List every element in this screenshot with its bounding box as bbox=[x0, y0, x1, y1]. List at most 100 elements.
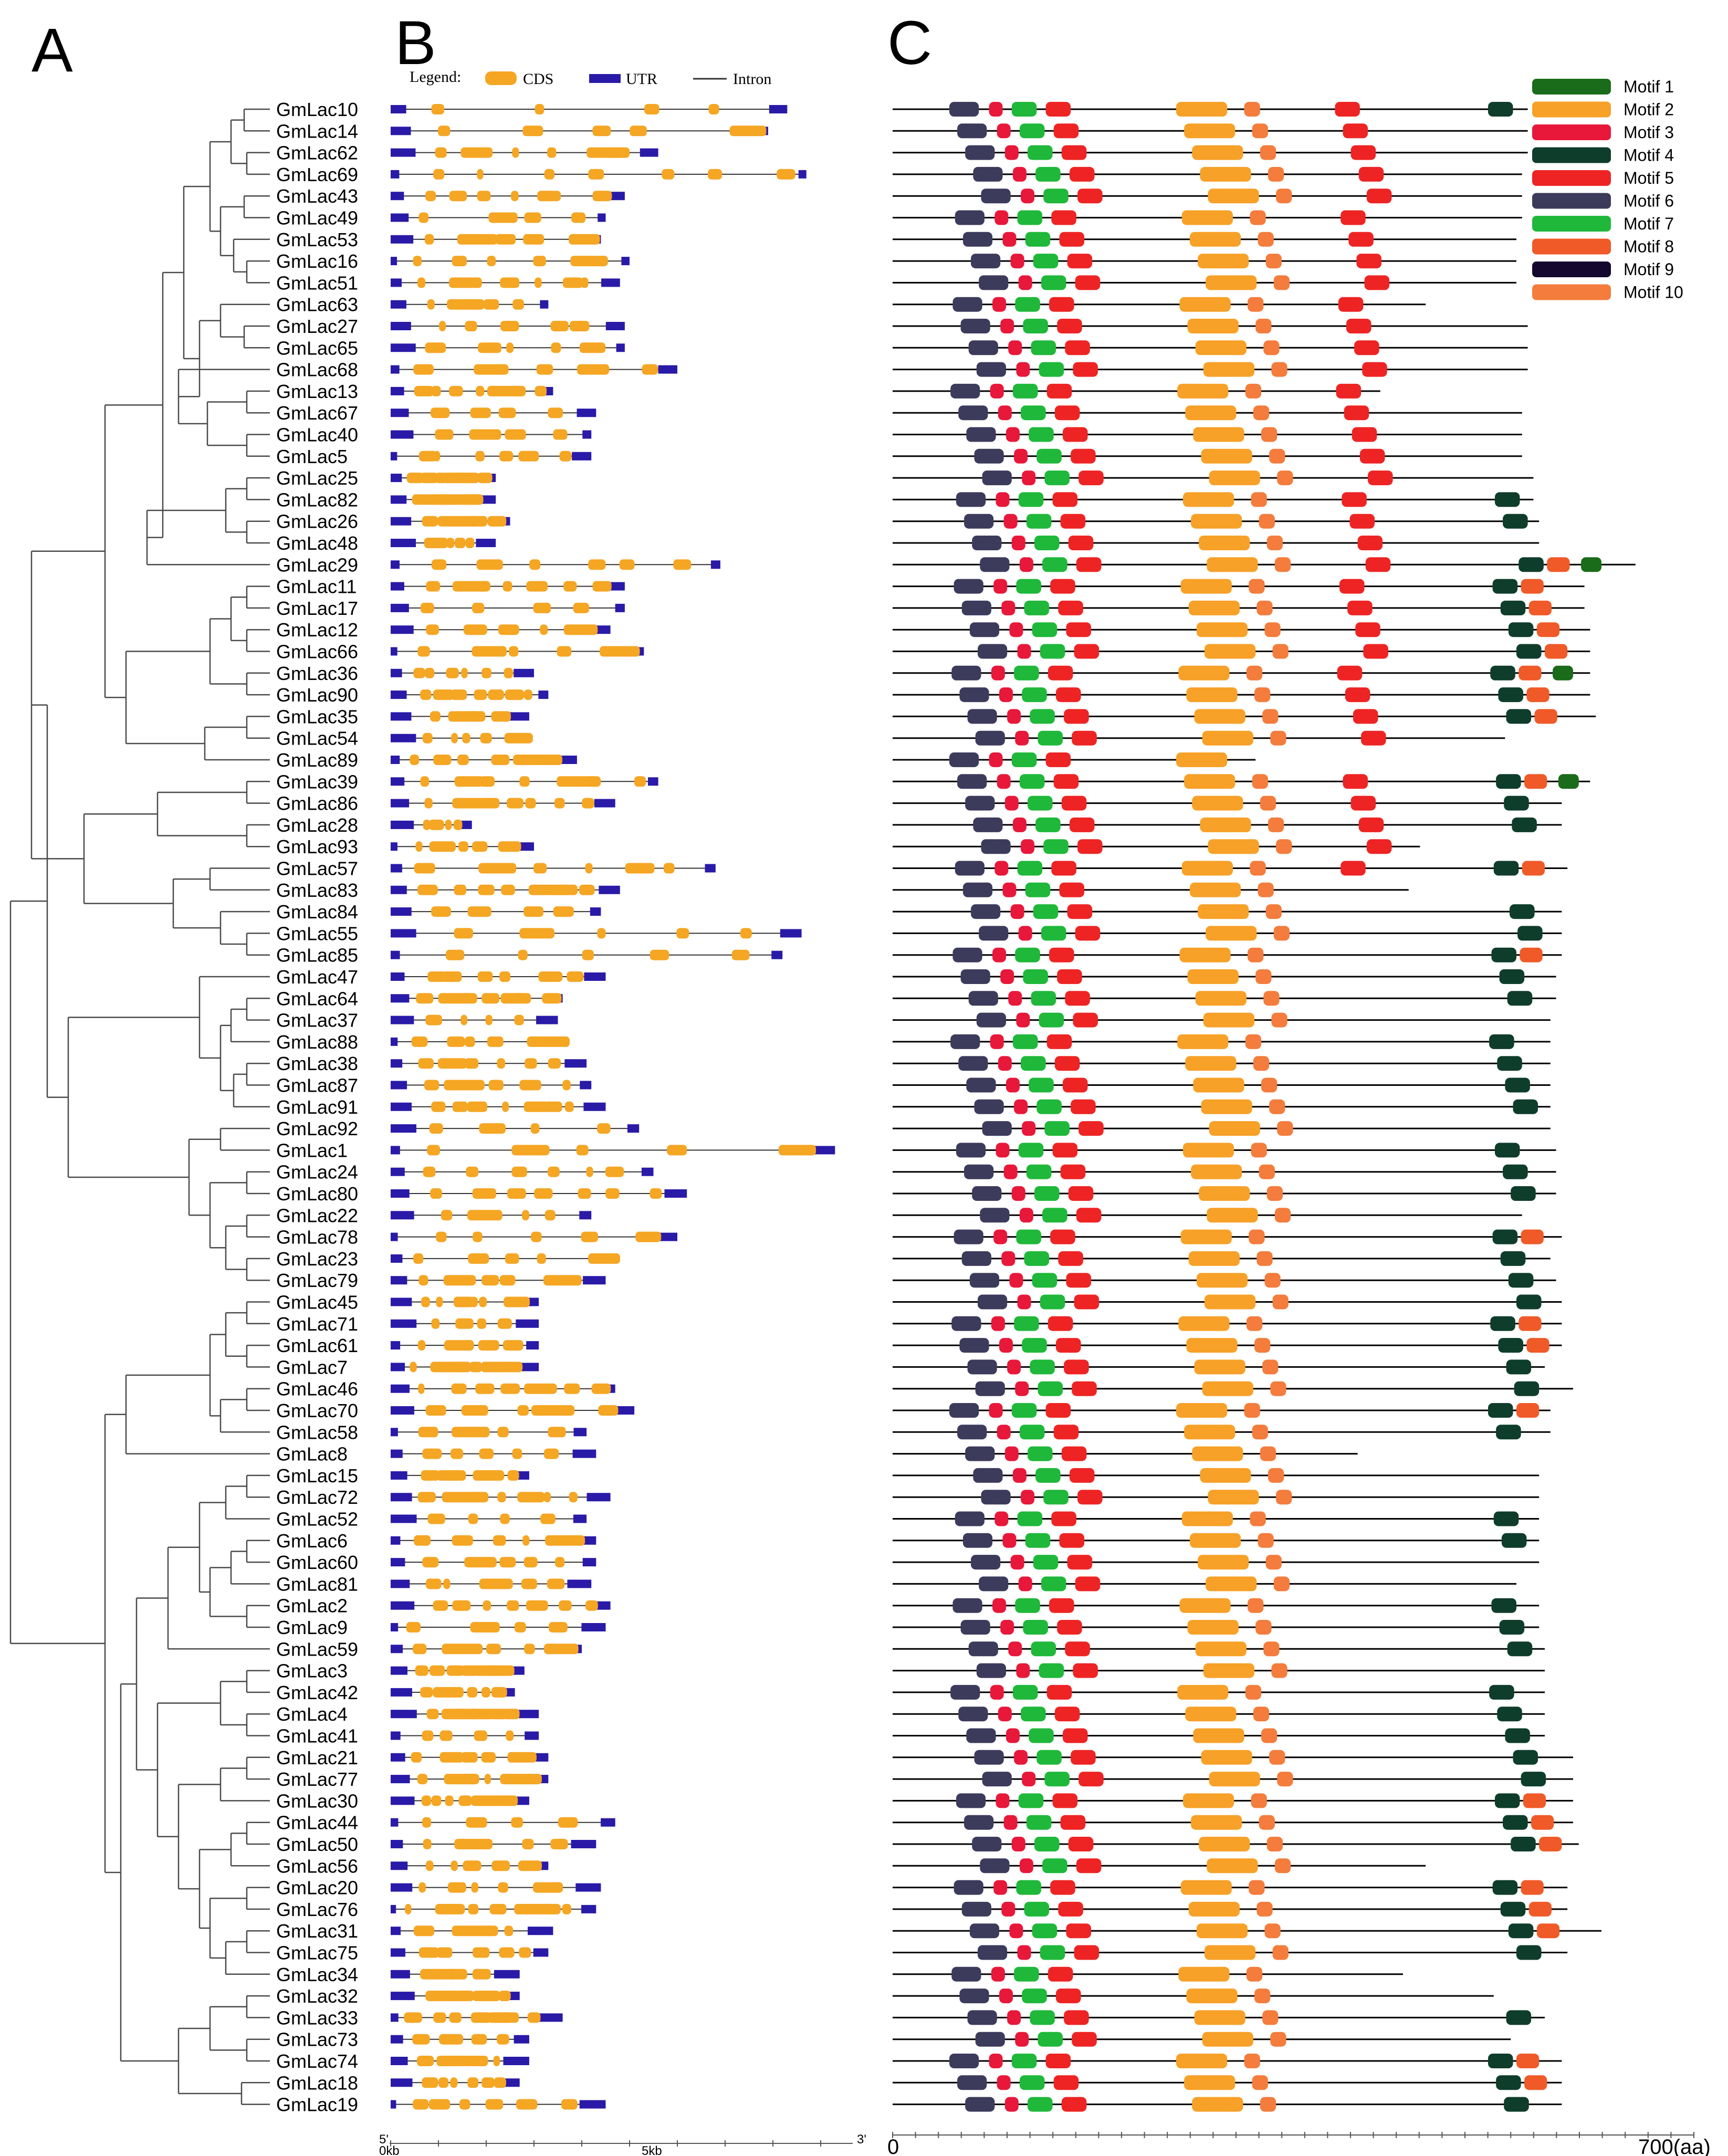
motif-box bbox=[1187, 1620, 1239, 1635]
motif-box bbox=[1039, 1663, 1064, 1678]
gene-structure-row bbox=[391, 1145, 835, 1156]
gene-label: GmLac72 bbox=[276, 1487, 358, 1508]
motif-box bbox=[1016, 1229, 1041, 1244]
cds-block bbox=[555, 1557, 565, 1568]
motif-box bbox=[1526, 1338, 1549, 1353]
motif-box bbox=[1516, 1945, 1542, 1960]
motif-box bbox=[1053, 123, 1079, 139]
gene-label: GmLac73 bbox=[276, 2029, 358, 2050]
motif-box bbox=[1067, 254, 1093, 269]
motif-box bbox=[1041, 1576, 1066, 1592]
motif-box bbox=[1521, 1772, 1546, 1787]
motif-box bbox=[952, 947, 982, 962]
motif-box bbox=[1061, 145, 1087, 160]
cds-block bbox=[529, 559, 541, 570]
motif-box bbox=[959, 1988, 989, 2004]
gene-label: GmLac8 bbox=[276, 1443, 348, 1465]
cds-block bbox=[510, 385, 522, 396]
motif-box bbox=[1011, 102, 1037, 117]
motif-box bbox=[958, 1056, 988, 1071]
axis-5kb: 5kb bbox=[642, 2144, 662, 2156]
motif-box bbox=[1193, 1077, 1244, 1093]
utr-block bbox=[571, 1840, 596, 1848]
gene-structure-row bbox=[391, 147, 658, 158]
cds-block bbox=[478, 1340, 499, 1351]
motif-legend-swatch bbox=[1532, 193, 1611, 209]
motif-box bbox=[1252, 2075, 1268, 2090]
motif-box bbox=[1524, 774, 1547, 789]
motif-box bbox=[1343, 774, 1368, 789]
cds-block bbox=[413, 667, 425, 678]
motif-box bbox=[1060, 1815, 1086, 1830]
cds-block bbox=[524, 1383, 557, 1394]
motif-box bbox=[1071, 448, 1096, 464]
motif-box bbox=[957, 774, 987, 789]
utr-block bbox=[391, 278, 402, 287]
gene-structure-row bbox=[391, 104, 788, 114]
cds-block bbox=[729, 125, 767, 137]
motif-box bbox=[998, 1707, 1012, 1722]
motif-box bbox=[1025, 882, 1051, 897]
motif-box bbox=[1193, 1728, 1244, 1743]
utr-block bbox=[391, 1970, 410, 1979]
cds-block bbox=[436, 1231, 447, 1242]
cds-block bbox=[563, 1275, 573, 1286]
motif-box bbox=[1517, 926, 1543, 941]
motif-box bbox=[1017, 1945, 1031, 1960]
cds-block bbox=[499, 1275, 516, 1286]
utr-block bbox=[504, 2078, 520, 2087]
gene-structure-row bbox=[391, 1535, 596, 1546]
utr-block bbox=[581, 1623, 606, 1631]
cds-block bbox=[634, 776, 646, 787]
cds-block bbox=[563, 581, 577, 592]
motif-legend-label: Motif 8 bbox=[1624, 237, 1674, 256]
utr-block bbox=[525, 1731, 539, 1740]
cds-block bbox=[571, 212, 586, 223]
cds-block bbox=[500, 1513, 510, 1524]
motif-box bbox=[1192, 1446, 1243, 1461]
motif-box bbox=[1203, 362, 1255, 377]
motif-box bbox=[1056, 1988, 1081, 2004]
motif-box bbox=[1198, 1555, 1249, 1570]
motif-box bbox=[989, 752, 1003, 767]
gene-label: GmLac61 bbox=[276, 1335, 358, 1356]
motif-box bbox=[1357, 536, 1383, 550]
cds-block bbox=[441, 1210, 453, 1221]
cds-block bbox=[468, 1903, 479, 1914]
cds-block bbox=[451, 689, 467, 700]
motif-box bbox=[969, 1923, 1000, 1939]
motif-row bbox=[893, 1837, 1579, 1851]
motif-box bbox=[1188, 1251, 1240, 1266]
motif-box bbox=[1001, 1251, 1015, 1266]
utr-block bbox=[391, 950, 400, 959]
motif-box bbox=[1254, 1338, 1271, 1353]
motif-box bbox=[1011, 1186, 1025, 1201]
cds-block bbox=[548, 1058, 561, 1069]
utr-block bbox=[598, 213, 606, 222]
cds-block bbox=[426, 1578, 442, 1589]
motif-box bbox=[1063, 1077, 1088, 1093]
utr-block bbox=[564, 1059, 587, 1068]
motif-box bbox=[1508, 1923, 1534, 1939]
motif-box bbox=[1506, 1359, 1532, 1375]
gene-structure-row bbox=[391, 1275, 606, 1286]
motif-box bbox=[971, 904, 1001, 919]
legend-cds-label: CDS bbox=[523, 70, 553, 88]
gene-structure-row bbox=[391, 1492, 611, 1503]
utr-block bbox=[391, 192, 404, 201]
gene-label: GmLac35 bbox=[276, 706, 358, 727]
motif-box bbox=[1188, 1901, 1240, 1917]
motif-row bbox=[893, 1533, 1540, 1548]
utr-block bbox=[391, 1688, 412, 1697]
motif-box bbox=[996, 1793, 1010, 1808]
cds-block bbox=[476, 559, 503, 570]
cds-block bbox=[512, 1448, 522, 1459]
cds-block bbox=[467, 1210, 502, 1221]
utr-block bbox=[391, 2100, 396, 2109]
motif-box bbox=[1268, 817, 1284, 832]
motif-box bbox=[967, 709, 997, 724]
cds-block bbox=[557, 884, 578, 895]
motif-box bbox=[1201, 1750, 1252, 1765]
utr-block bbox=[391, 907, 412, 916]
gene-structure-row bbox=[391, 1665, 525, 1676]
